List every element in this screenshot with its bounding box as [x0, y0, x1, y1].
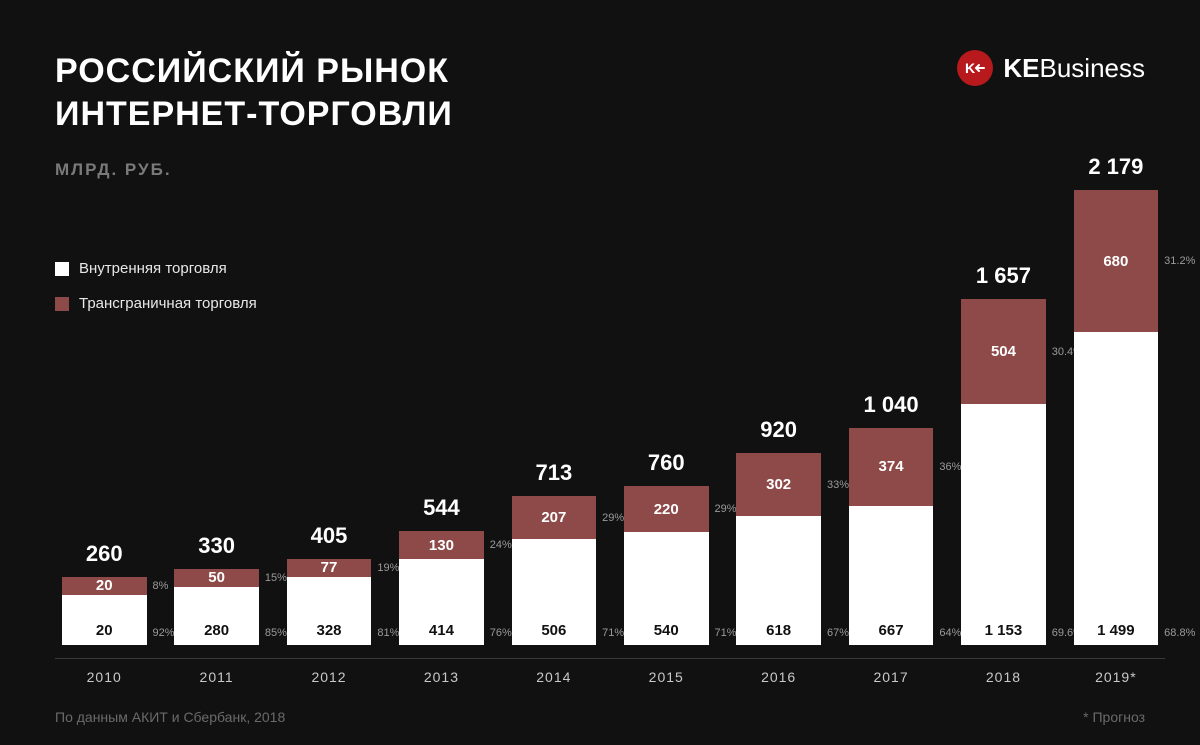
chart-title: РОССИЙСКИЙ РЫНОК ИНТЕРНЕТ-ТОРГОВЛИ	[55, 50, 453, 135]
segment-crossborder: 7719%	[287, 559, 372, 577]
segment-crossborder: 68031.2%	[1074, 190, 1159, 332]
x-tick: 2016	[729, 669, 827, 685]
x-tick: 2017	[842, 669, 940, 685]
crossborder-value: 374	[879, 458, 904, 475]
footer: По данным АКИТ и Сбербанк, 2018 * Прогно…	[55, 709, 1145, 725]
bar-stack: 7719%32881%	[287, 559, 372, 645]
x-tick: 2018	[954, 669, 1052, 685]
segment-crossborder: 20729%	[512, 496, 597, 539]
bar-group: 2 179 68031.2%1 49968.8%	[1067, 154, 1165, 645]
x-tick: 2014	[505, 669, 603, 685]
domestic-value: 540	[624, 622, 709, 639]
logo-arrow-icon: K	[964, 57, 986, 79]
x-tick: 2010	[55, 669, 153, 685]
segment-domestic: 28085%	[174, 587, 259, 645]
brand-logo: K KEBusiness	[957, 50, 1145, 86]
total-label: 920	[760, 417, 797, 443]
bar-stack: 208%2092%	[62, 577, 147, 645]
bar-group: 1 657 50430.4%1 15369.6%	[954, 263, 1052, 645]
total-label: 2 179	[1088, 154, 1143, 180]
bar-stack: 13024%41476%	[399, 531, 484, 645]
bar-group: 544 13024%41476%	[392, 495, 490, 645]
domestic-value: 328	[287, 622, 372, 639]
segment-crossborder: 50430.4%	[961, 299, 1046, 404]
header: РОССИЙСКИЙ РЫНОК ИНТЕРНЕТ-ТОРГОВЛИ K KEB…	[55, 50, 1145, 135]
domestic-value: 618	[736, 622, 821, 639]
crossborder-value: 680	[1103, 253, 1128, 270]
total-label: 330	[198, 533, 235, 559]
total-label: 544	[423, 495, 460, 521]
x-tick: 2012	[280, 669, 378, 685]
bar-group: 330 5015%28085%	[167, 533, 265, 645]
svg-text:K: K	[965, 60, 975, 76]
domestic-value: 280	[174, 622, 259, 639]
bar-stack: 50430.4%1 15369.6%	[961, 299, 1046, 645]
bar-group: 1 040 37436%66764%	[842, 392, 940, 645]
crossborder-value: 77	[321, 559, 338, 576]
total-label: 760	[648, 450, 685, 476]
x-axis: 2010 2011 2012 2013 2014 2015 2016 2017 2018 2019…	[55, 658, 1165, 685]
bar-stack: 30233%61867%	[736, 453, 821, 645]
domestic-value: 667	[849, 622, 934, 639]
segment-crossborder: 208%	[62, 577, 147, 595]
segment-domestic: 41476%	[399, 559, 484, 645]
crossborder-pct: 31.2%	[1164, 255, 1195, 267]
bar-stack: 68031.2%1 49968.8%	[1074, 190, 1159, 645]
bar-group: 713 20729%50671%	[505, 460, 603, 645]
title-line-2: ИНТЕРНЕТ-ТОРГОВЛИ	[55, 93, 453, 136]
source-note: По данным АКИТ и Сбербанк, 2018	[55, 709, 285, 725]
forecast-note: * Прогноз	[1083, 709, 1145, 725]
segment-domestic: 50671%	[512, 539, 597, 645]
crossborder-value: 302	[766, 476, 791, 493]
segment-crossborder: 5015%	[174, 569, 259, 587]
bar-stack: 20729%50671%	[512, 496, 597, 645]
x-tick: 2015	[617, 669, 715, 685]
title-line-1: РОССИЙСКИЙ РЫНОК	[55, 50, 453, 93]
stacked-bar-chart: 260208%2092%3305015%28085%4057719%32881%…	[55, 165, 1165, 645]
logo-text: KEBusiness	[1003, 53, 1145, 84]
segment-domestic: 1 15369.6%	[961, 404, 1046, 645]
domestic-value: 20	[62, 622, 147, 639]
crossborder-value: 504	[991, 343, 1016, 360]
segment-crossborder: 22029%	[624, 486, 709, 532]
bar-group: 260 208%2092%	[55, 541, 153, 645]
logo-thin: Business	[1040, 53, 1146, 83]
crossborder-value: 220	[654, 501, 679, 518]
total-label: 1 040	[864, 392, 919, 418]
segment-domestic: 66764%	[849, 506, 934, 645]
domestic-value: 506	[512, 622, 597, 639]
x-tick: 2011	[167, 669, 265, 685]
segment-domestic: 54071%	[624, 532, 709, 645]
total-label: 405	[311, 523, 348, 549]
domestic-value: 1 153	[961, 622, 1046, 639]
bar-group: 760 22029%54071%	[617, 450, 715, 645]
domestic-value: 414	[399, 622, 484, 639]
x-tick: 2013	[392, 669, 490, 685]
bar-group: 920 30233%61867%	[729, 417, 827, 645]
segment-domestic: 1 49968.8%	[1074, 332, 1159, 645]
bar-stack: 37436%66764%	[849, 428, 934, 645]
crossborder-value: 207	[541, 509, 566, 526]
segment-crossborder: 30233%	[736, 453, 821, 516]
domestic-pct: 68.8%	[1164, 627, 1195, 639]
segment-crossborder: 13024%	[399, 531, 484, 558]
total-label: 260	[86, 541, 123, 567]
crossborder-value: 20	[96, 577, 113, 594]
segment-domestic: 2092%	[62, 595, 147, 645]
total-label: 1 657	[976, 263, 1031, 289]
bar-group: 405 7719%32881%	[280, 523, 378, 645]
logo-bold: KE	[1003, 53, 1039, 83]
segment-domestic: 61867%	[736, 516, 821, 645]
logo-mark-icon: K	[957, 50, 993, 86]
crossborder-value: 130	[429, 537, 454, 554]
segment-domestic: 32881%	[287, 577, 372, 645]
domestic-value: 1 499	[1074, 622, 1159, 639]
x-tick: 2019*	[1067, 669, 1165, 685]
bar-stack: 5015%28085%	[174, 569, 259, 645]
crossborder-pct: 8%	[153, 580, 169, 592]
segment-crossborder: 37436%	[849, 428, 934, 506]
crossborder-value: 50	[208, 569, 225, 586]
bar-stack: 22029%54071%	[624, 486, 709, 645]
total-label: 713	[535, 460, 572, 486]
